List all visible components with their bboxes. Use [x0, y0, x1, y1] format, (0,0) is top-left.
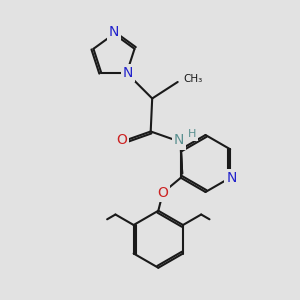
Text: O: O [158, 186, 168, 200]
Text: O: O [116, 134, 127, 148]
Text: N: N [174, 134, 184, 148]
Text: N: N [123, 66, 134, 80]
Text: H: H [188, 129, 196, 139]
Text: N: N [226, 171, 237, 185]
Text: CH₃: CH₃ [183, 74, 202, 84]
Text: N: N [109, 26, 119, 39]
